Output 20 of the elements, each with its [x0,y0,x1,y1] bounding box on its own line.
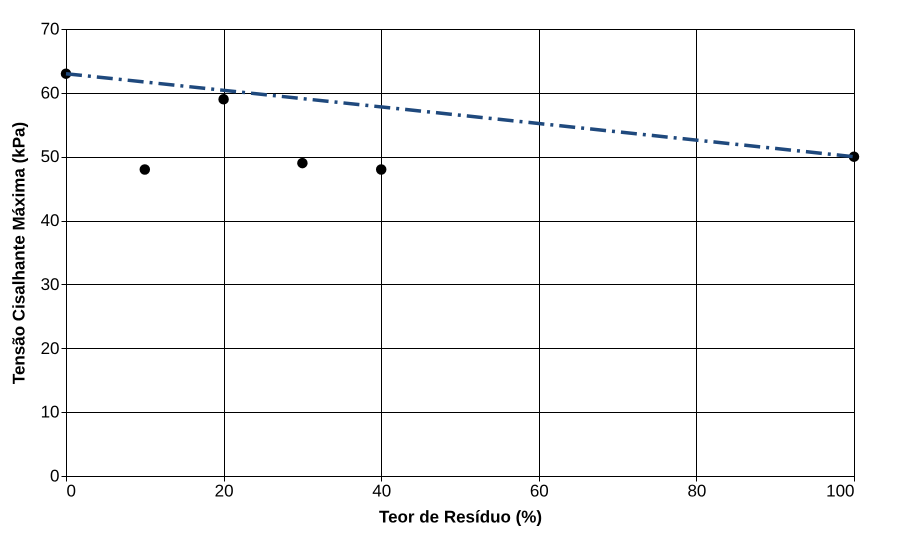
x-axis-title: Teor de Resíduo (%) [378,508,542,526]
y-tick-label: 50 [40,147,60,166]
y-tick-label: 0 [50,466,60,486]
x-tick-label: 20 [214,482,234,500]
point [140,164,150,175]
y-tick-label: 10 [40,402,60,422]
x-tick-label: 0 [66,482,76,500]
y-tick-label: 70 [40,20,60,38]
x-tick-label: 80 [687,482,706,500]
x-tick-label: 60 [530,482,549,500]
y-tick-label: 60 [40,83,60,102]
y-axis-title: Tensão Cisalhante Máxima (kPa) [10,122,29,384]
y-tick-label: 20 [40,338,60,358]
point [218,94,229,104]
x-tick-label: 100 [826,482,854,500]
x-tick-label: 40 [372,482,392,500]
point [376,164,386,175]
y-tick-label: 40 [40,211,60,230]
point [297,158,308,168]
y-tick-label: 30 [40,274,60,294]
